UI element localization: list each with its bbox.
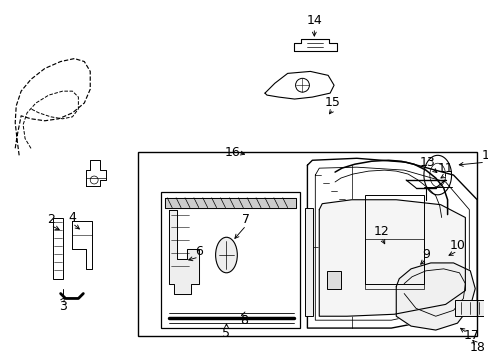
Text: 8: 8 <box>240 314 248 327</box>
Text: 17: 17 <box>463 329 478 342</box>
Bar <box>364 239 423 289</box>
Ellipse shape <box>215 237 237 273</box>
Text: 7: 7 <box>242 213 250 226</box>
Text: 10: 10 <box>448 239 465 252</box>
Text: 12: 12 <box>373 225 388 238</box>
Text: 18: 18 <box>468 341 484 354</box>
Polygon shape <box>395 263 474 330</box>
Polygon shape <box>165 198 295 208</box>
Text: 16: 16 <box>224 146 240 159</box>
Text: 14: 14 <box>306 14 322 27</box>
Text: 3: 3 <box>59 300 66 313</box>
Text: 2: 2 <box>47 213 55 226</box>
Polygon shape <box>169 210 199 293</box>
Bar <box>305 208 313 316</box>
Text: 1: 1 <box>480 149 488 162</box>
Bar <box>364 195 423 284</box>
Text: 5: 5 <box>222 327 230 339</box>
Text: 11: 11 <box>437 162 452 175</box>
Polygon shape <box>319 200 465 316</box>
Text: 13: 13 <box>419 156 435 169</box>
Text: 15: 15 <box>325 96 340 109</box>
Bar <box>326 271 340 289</box>
Bar <box>454 301 488 316</box>
Text: 6: 6 <box>195 244 203 257</box>
Bar <box>161 192 299 328</box>
Bar <box>137 152 476 336</box>
Text: 4: 4 <box>68 211 76 224</box>
Bar <box>53 217 62 279</box>
Text: 9: 9 <box>421 248 429 261</box>
